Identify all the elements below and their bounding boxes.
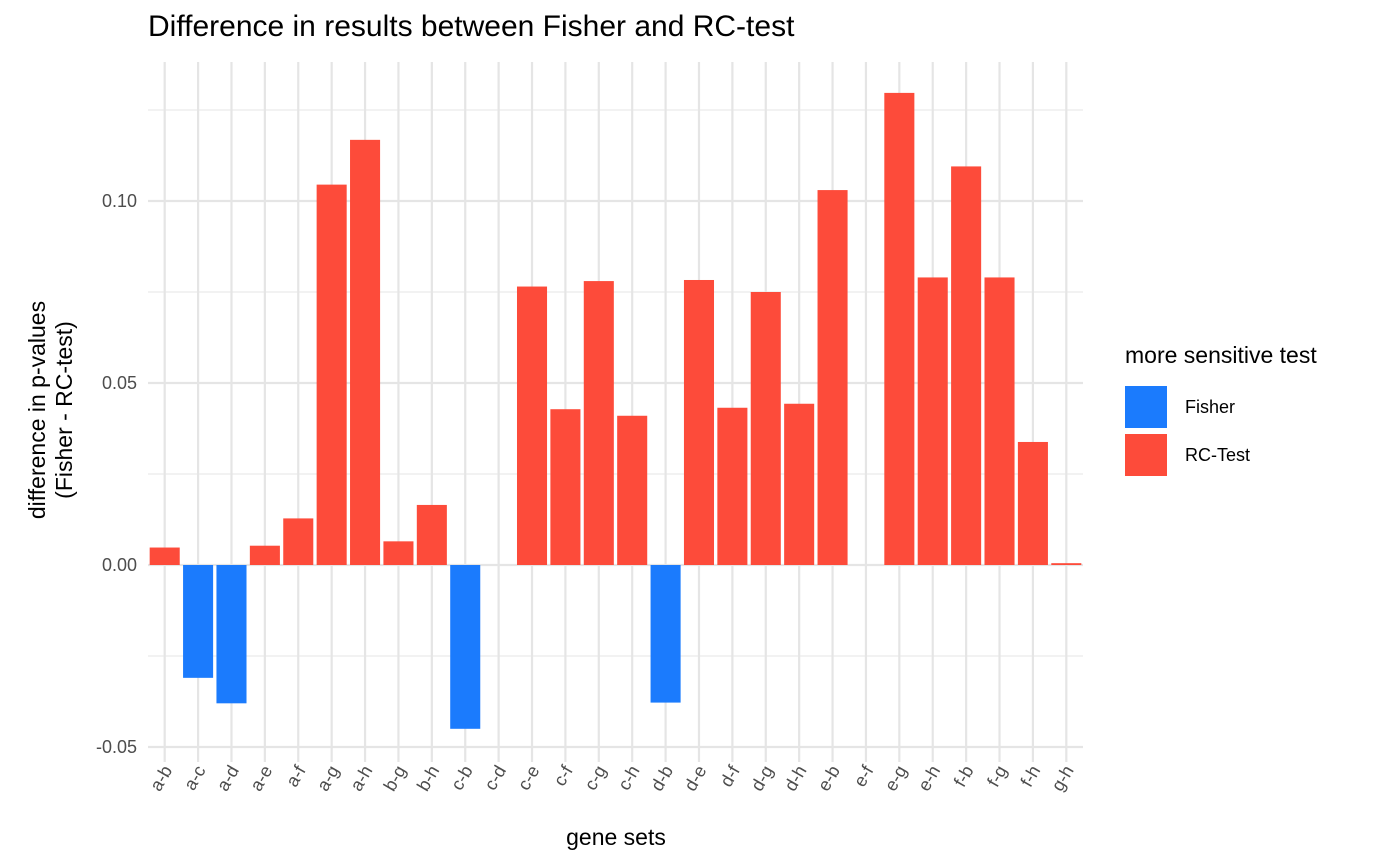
bar-d-e — [683, 279, 715, 565]
bar-e-h — [917, 277, 948, 565]
bar-c-e — [516, 286, 548, 565]
y-tick-label: -0.05 — [96, 737, 137, 757]
bar-a-f — [283, 518, 314, 565]
bar-c-g — [583, 281, 614, 565]
x-tick-label: d-f — [716, 761, 744, 790]
x-tick-label: f-h — [1017, 762, 1045, 790]
x-tick-label: c-b — [447, 762, 477, 794]
x-tick-label: b-h — [413, 762, 443, 795]
x-tick-label: d-e — [680, 762, 710, 795]
bar-c-h — [617, 415, 648, 565]
legend: more sensitive test Fisher RC-Test — [1125, 342, 1317, 479]
y-tick-label: 0.05 — [102, 373, 137, 393]
legend-item-rc-test: RC-Test — [1125, 431, 1317, 479]
bar-a-d — [216, 565, 247, 704]
x-tick-label: f-b — [950, 762, 978, 790]
x-tick-label: e-g — [880, 762, 910, 795]
bar-a-e — [249, 545, 280, 565]
x-tick-label: c-g — [580, 762, 610, 794]
y-tick-label: 0.00 — [102, 555, 137, 575]
bar-d-f — [717, 407, 748, 565]
bar-e-g — [884, 92, 915, 565]
x-tick-label: g-h — [1047, 762, 1077, 795]
x-tick-label: c-d — [480, 762, 510, 794]
y-axis-ticks: -0.05 0.00 0.05 0.10 — [96, 191, 137, 757]
bar-f-b — [951, 166, 982, 566]
x-tick-label: e-b — [814, 762, 844, 795]
x-tick-label: a-e — [246, 762, 276, 795]
y-tick-label: 0.10 — [102, 191, 137, 211]
x-tick-label: a-f — [282, 761, 310, 790]
bar-a-c — [183, 565, 214, 678]
x-tick-label: b-g — [380, 762, 410, 795]
legend-title: more sensitive test — [1125, 342, 1317, 368]
legend-label-rc-test: RC-Test — [1185, 444, 1251, 465]
x-tick-label: a-c — [180, 762, 210, 794]
bar-d-h — [784, 403, 815, 565]
bar-c-f — [550, 409, 581, 565]
bar-e-b — [817, 190, 848, 565]
bar-a-g — [316, 184, 347, 565]
x-tick-label: e-h — [914, 762, 944, 795]
y-axis-title-line1: difference in p-values — [24, 301, 50, 519]
bar-b-g — [383, 541, 414, 565]
y-axis-title-line2: (Fisher - RC-test) — [51, 321, 77, 499]
x-tick-label: a-h — [346, 762, 376, 795]
bar-a-h — [350, 139, 381, 565]
x-tick-label: e-f — [850, 761, 878, 790]
chart-title: Difference in results between Fisher and… — [148, 10, 795, 43]
x-tick-label: a-b — [146, 762, 176, 795]
bar-g-h — [1051, 563, 1082, 565]
bars — [149, 92, 1082, 729]
x-tick-label: d-b — [647, 762, 677, 795]
x-tick-label: c-f — [550, 761, 578, 789]
x-tick-label: d-g — [747, 762, 777, 795]
bar-a-b — [149, 547, 180, 565]
x-axis-ticks: a-b a-c a-d a-e a-f a-g a-h b-g b-h c-b c-d c-e c-f c… — [146, 761, 1078, 794]
bar-b-h — [416, 504, 447, 565]
x-axis-title: gene sets — [566, 824, 666, 850]
bar-d-b — [650, 565, 681, 703]
x-tick-label: d-h — [780, 762, 810, 795]
legend-swatch-rc-test — [1125, 434, 1167, 476]
x-tick-label: a-g — [313, 762, 343, 795]
legend-label-fisher: Fisher — [1185, 396, 1236, 417]
legend-item-fisher: Fisher — [1125, 383, 1317, 431]
x-tick-label: f-g — [983, 762, 1011, 790]
x-tick-label: c-h — [614, 762, 644, 794]
bar-f-h — [1017, 441, 1048, 565]
legend-swatch-fisher — [1125, 386, 1167, 428]
bar-d-g — [750, 292, 781, 565]
x-tick-label: a-d — [213, 762, 243, 795]
bar-c-b — [450, 565, 481, 729]
x-tick-label: c-e — [514, 762, 544, 794]
bar-f-g — [984, 277, 1015, 565]
